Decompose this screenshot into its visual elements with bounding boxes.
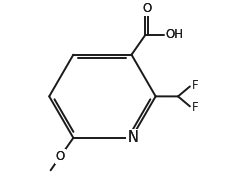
Text: O: O (56, 150, 65, 163)
Text: O: O (56, 150, 65, 163)
Text: F: F (191, 79, 197, 92)
Text: OH: OH (165, 28, 183, 41)
Text: F: F (191, 101, 197, 114)
Text: N: N (127, 130, 138, 145)
Text: O: O (142, 2, 151, 15)
Text: OH: OH (165, 28, 183, 41)
Text: N: N (127, 130, 138, 145)
Text: O: O (142, 2, 151, 15)
